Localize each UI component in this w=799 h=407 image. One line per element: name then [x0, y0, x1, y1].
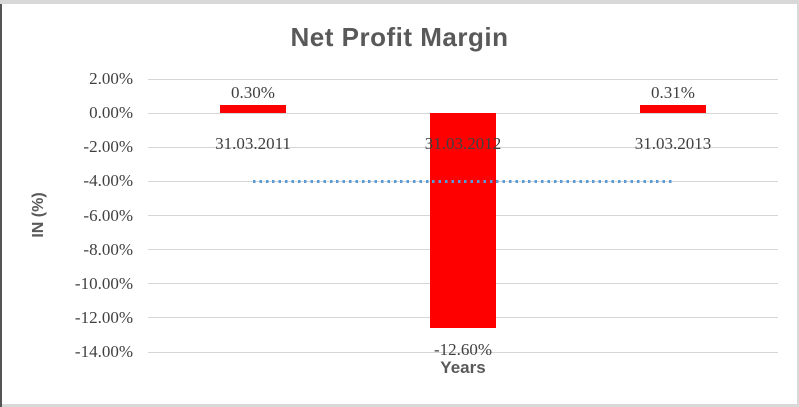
y-tick-label: -6.00% — [83, 205, 133, 225]
y-tick-label: -10.00% — [74, 273, 133, 293]
y-tick-label: -8.00% — [83, 239, 133, 259]
bar-31.03.2011 — [220, 105, 286, 114]
gridline-2.00% — [148, 78, 778, 80]
data-label: 0.30% — [231, 83, 275, 103]
frame-border-left — [0, 4, 2, 407]
x-axis-title: Years — [440, 358, 486, 377]
y-tick-label: -2.00% — [83, 137, 133, 157]
category-label: 31.03.2013 — [634, 134, 712, 154]
bar-31.03.2012 — [430, 113, 496, 329]
bar-31.03.2013 — [640, 105, 706, 114]
y-tick-label: 0.00% — [89, 103, 133, 123]
gridline--14.00% — [148, 351, 778, 353]
frame-border-right — [797, 4, 799, 407]
category-label: 31.03.2011 — [215, 134, 291, 154]
chart-title: Net Profit Margin — [290, 22, 509, 52]
y-tick-label: -12.00% — [74, 307, 133, 327]
y-tick-label: -4.00% — [83, 171, 133, 191]
trendline — [253, 179, 673, 183]
y-tick-label: 2.00% — [89, 69, 133, 88]
frame-border-bottom — [2, 404, 797, 407]
y-tick-label: -14.00% — [74, 342, 133, 361]
data-label: 0.31% — [651, 83, 695, 103]
category-label: 31.03.2012 — [424, 134, 502, 154]
data-label: -12.60% — [433, 340, 493, 360]
frame-border-top — [0, 0, 799, 4]
